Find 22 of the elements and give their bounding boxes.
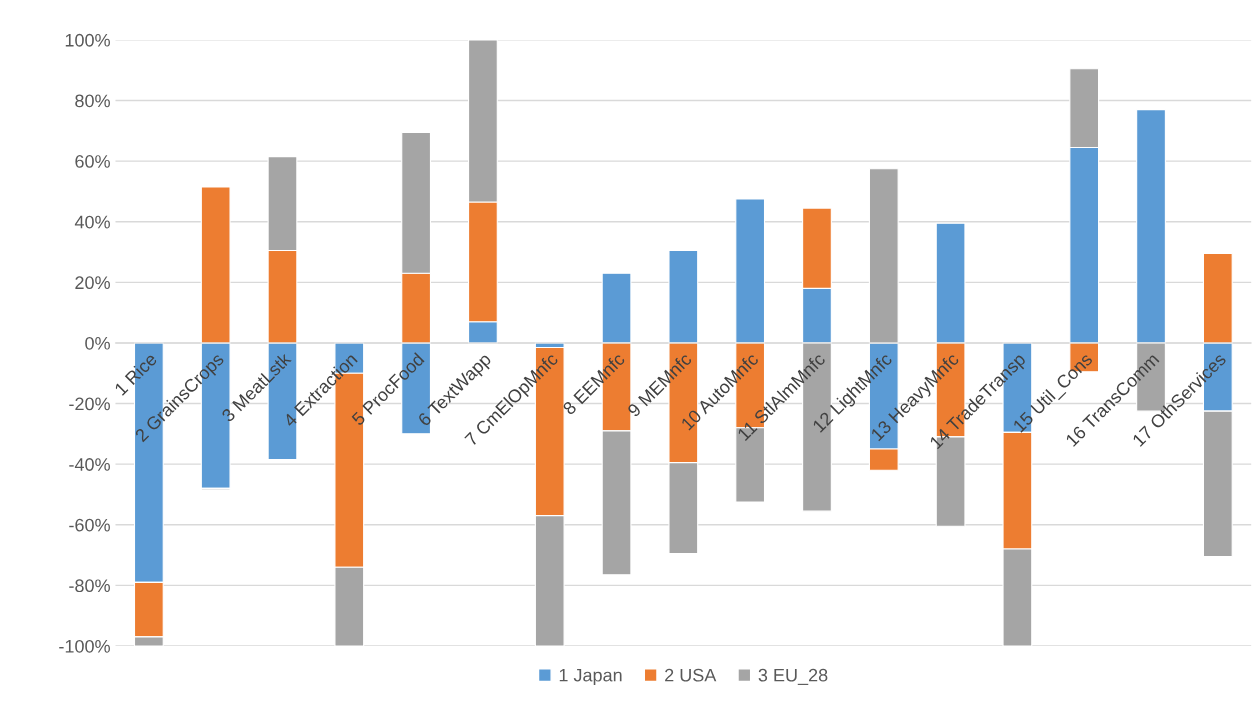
y-tick-label: 80% <box>75 94 110 108</box>
y-tick-label: -80% <box>69 579 110 593</box>
y-tick-label: 100% <box>65 33 110 47</box>
legend-label: 3 EU_28 <box>758 668 828 685</box>
legend-label: 2 USA <box>665 668 717 682</box>
y-tick-label: 20% <box>75 276 110 290</box>
bar <box>868 168 899 344</box>
y-tick-label: 60% <box>75 155 110 168</box>
y-tick-label: 40% <box>74 215 110 229</box>
y-tick-label: -40% <box>69 458 110 471</box>
y-tick-label: 0% <box>85 336 110 350</box>
y-tick-label: -20% <box>69 397 110 411</box>
legend-label: 1 Japan <box>559 668 622 686</box>
bar <box>1136 109 1166 344</box>
bar <box>601 272 632 344</box>
bar <box>735 198 766 344</box>
y-tick-label: -60% <box>69 518 110 532</box>
bar <box>200 186 231 344</box>
bar <box>668 249 699 344</box>
y-tick-label: -100% <box>59 639 110 653</box>
bar <box>1202 253 1233 344</box>
bar <box>935 222 966 344</box>
